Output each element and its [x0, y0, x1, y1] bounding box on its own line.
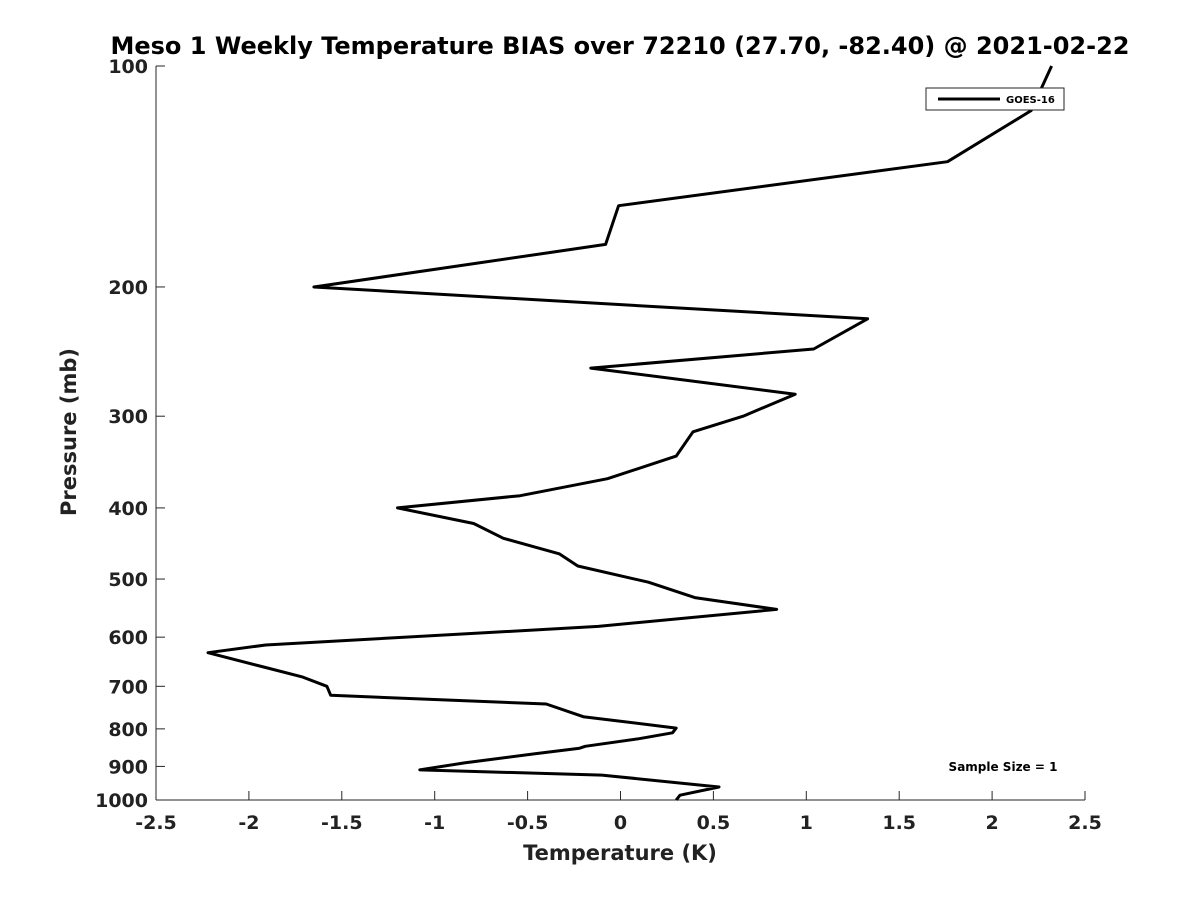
- y-tick-label: 100: [108, 56, 148, 78]
- y-tick-label: 600: [108, 627, 148, 649]
- y-tick-label: 900: [108, 756, 148, 778]
- y-tick-label: 200: [108, 277, 148, 299]
- y-axis-label: Pressure (mb): [57, 348, 81, 516]
- legend: GOES-16: [925, 87, 1065, 111]
- y-tick-label: 500: [108, 569, 148, 591]
- x-tick-label: -0.5: [507, 812, 549, 834]
- axes: -2.5 -2 -1.5 -1 -0.5 0 0.5 1 1.5 2 2.5 100 200 300 400…: [95, 56, 1102, 834]
- chart-title: Meso 1 Weekly Temperature BIAS over 7221…: [110, 32, 1129, 60]
- x-axis-label: Temperature (K): [523, 841, 717, 865]
- x-tick-label: -2.5: [135, 812, 177, 834]
- x-tick-label: 0: [614, 812, 627, 834]
- x-tick-label: 1: [800, 812, 813, 834]
- legend-entry: GOES-16: [1006, 95, 1055, 106]
- y-tick-label: 1000: [95, 790, 148, 812]
- x-tick-label: 2.5: [1068, 812, 1102, 834]
- sample-size-annotation: Sample Size = 1: [949, 760, 1058, 774]
- x-tick-label: -1: [424, 812, 445, 834]
- series-line-goes-16: [206, 65, 1053, 801]
- x-tick-label: 1.5: [882, 812, 916, 834]
- y-tick-label: 700: [108, 676, 148, 698]
- x-tick-label: -1.5: [321, 812, 363, 834]
- y-tick-label: 300: [108, 406, 148, 428]
- x-tick-label: 0.5: [697, 812, 731, 834]
- x-tick-label: 2: [985, 812, 998, 834]
- x-tick-label: -2: [238, 812, 259, 834]
- y-tick-label: 400: [108, 498, 148, 520]
- y-tick-label: 800: [108, 719, 148, 741]
- plot-area: [206, 65, 1053, 801]
